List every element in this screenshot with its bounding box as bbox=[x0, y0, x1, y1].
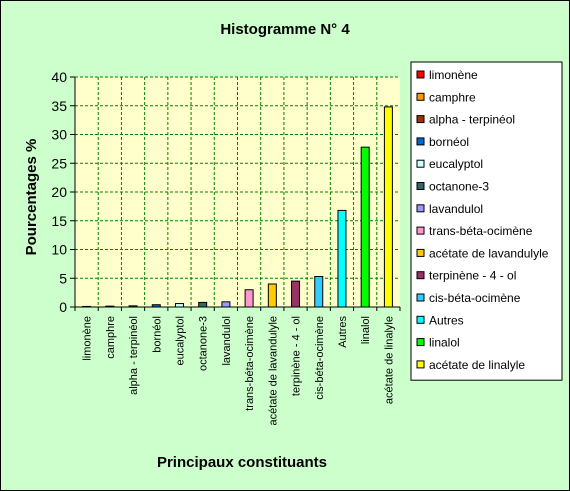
legend-swatch bbox=[416, 92, 425, 101]
y-tick-label: 35 bbox=[51, 98, 67, 114]
y-tick-label: 10 bbox=[51, 242, 67, 258]
legend-swatch bbox=[416, 315, 425, 324]
x-tick-label: octanone-3 bbox=[198, 316, 210, 371]
legend-swatch bbox=[416, 293, 425, 302]
legend-swatch bbox=[416, 159, 425, 168]
bar bbox=[314, 276, 324, 308]
legend-entry: octanone-3 bbox=[429, 180, 489, 194]
x-tick-label: acétate de linalyle bbox=[383, 316, 395, 404]
y-tick-label: 40 bbox=[51, 69, 67, 85]
bar bbox=[198, 301, 208, 308]
x-tick-label: bornéol bbox=[151, 316, 163, 353]
legend-entry: Autres bbox=[429, 313, 464, 327]
legend-entry: bornéol bbox=[429, 135, 469, 149]
x-tick-label: linalol bbox=[360, 316, 372, 344]
x-tick-label: camphre bbox=[105, 316, 117, 359]
bar bbox=[244, 289, 254, 308]
chart-title: Histogramme N° 4 bbox=[220, 21, 350, 38]
bar bbox=[291, 280, 301, 308]
legend-entry: camphre bbox=[429, 90, 476, 104]
legend-entry: trans-béta-ocimène bbox=[429, 224, 533, 238]
legend-entry: eucalyptol bbox=[429, 157, 483, 171]
y-tick-label: 20 bbox=[51, 184, 67, 200]
bar bbox=[383, 106, 393, 308]
bar bbox=[221, 301, 231, 308]
x-tick-label: lavandulol bbox=[221, 316, 233, 366]
y-tick-label: 30 bbox=[51, 127, 67, 143]
legend-entry: limonène bbox=[429, 68, 478, 82]
x-tick-label: acétate de lavandulyle bbox=[267, 316, 279, 425]
x-tick-label: Autres bbox=[337, 316, 349, 348]
legend-swatch bbox=[416, 137, 425, 146]
y-tick-label: 0 bbox=[59, 299, 67, 315]
x-tick-label: cis-béta-ocimène bbox=[314, 316, 326, 400]
legend-entry: lavandulol bbox=[429, 202, 483, 216]
plot-area: 0 5 10 15 20 25 30 35 40 limonène camphre alpha - t… bbox=[51, 69, 401, 425]
legend-entry: terpinène - 4 - ol bbox=[429, 269, 516, 283]
legend-swatch bbox=[416, 70, 425, 79]
x-tick-label: eucalyptol bbox=[174, 316, 186, 366]
bar bbox=[360, 146, 370, 308]
legend-entry: acétate de lavandulyle bbox=[429, 246, 549, 260]
y-tick-label: 15 bbox=[51, 213, 67, 229]
legend-swatch bbox=[416, 271, 425, 280]
bar bbox=[267, 283, 277, 308]
bar bbox=[174, 303, 184, 308]
legend: limonène camphre alpha - terpinéol bornéol e… bbox=[410, 61, 563, 381]
legend-swatch bbox=[416, 226, 425, 235]
legend-entry: alpha - terpinéol bbox=[429, 113, 515, 127]
legend-swatch bbox=[416, 115, 425, 124]
x-tick-label: terpinène - 4 - ol bbox=[291, 316, 303, 396]
legend-swatch bbox=[416, 248, 425, 257]
x-axis-label: Principaux constituants bbox=[157, 454, 327, 471]
legend-swatch bbox=[416, 182, 425, 190]
y-axis-label: Pourcentages % bbox=[23, 139, 40, 256]
legend-entry: linalol bbox=[429, 336, 460, 350]
legend-swatch bbox=[416, 338, 425, 347]
y-tick-label: 5 bbox=[59, 270, 67, 286]
x-tick-label: limonène bbox=[82, 316, 94, 361]
legend-swatch bbox=[416, 204, 425, 213]
legend-box bbox=[410, 61, 563, 381]
bar bbox=[337, 209, 347, 308]
legend-entry: acétate de linalyle bbox=[429, 358, 525, 372]
y-tick-label: 25 bbox=[51, 155, 67, 171]
legend-entry: cis-béta-ocimène bbox=[429, 291, 521, 305]
x-tick-label: alpha - terpinéol bbox=[128, 316, 140, 395]
x-tick-label: trans-béta-ocimène bbox=[244, 316, 256, 411]
legend-swatch bbox=[416, 360, 425, 369]
